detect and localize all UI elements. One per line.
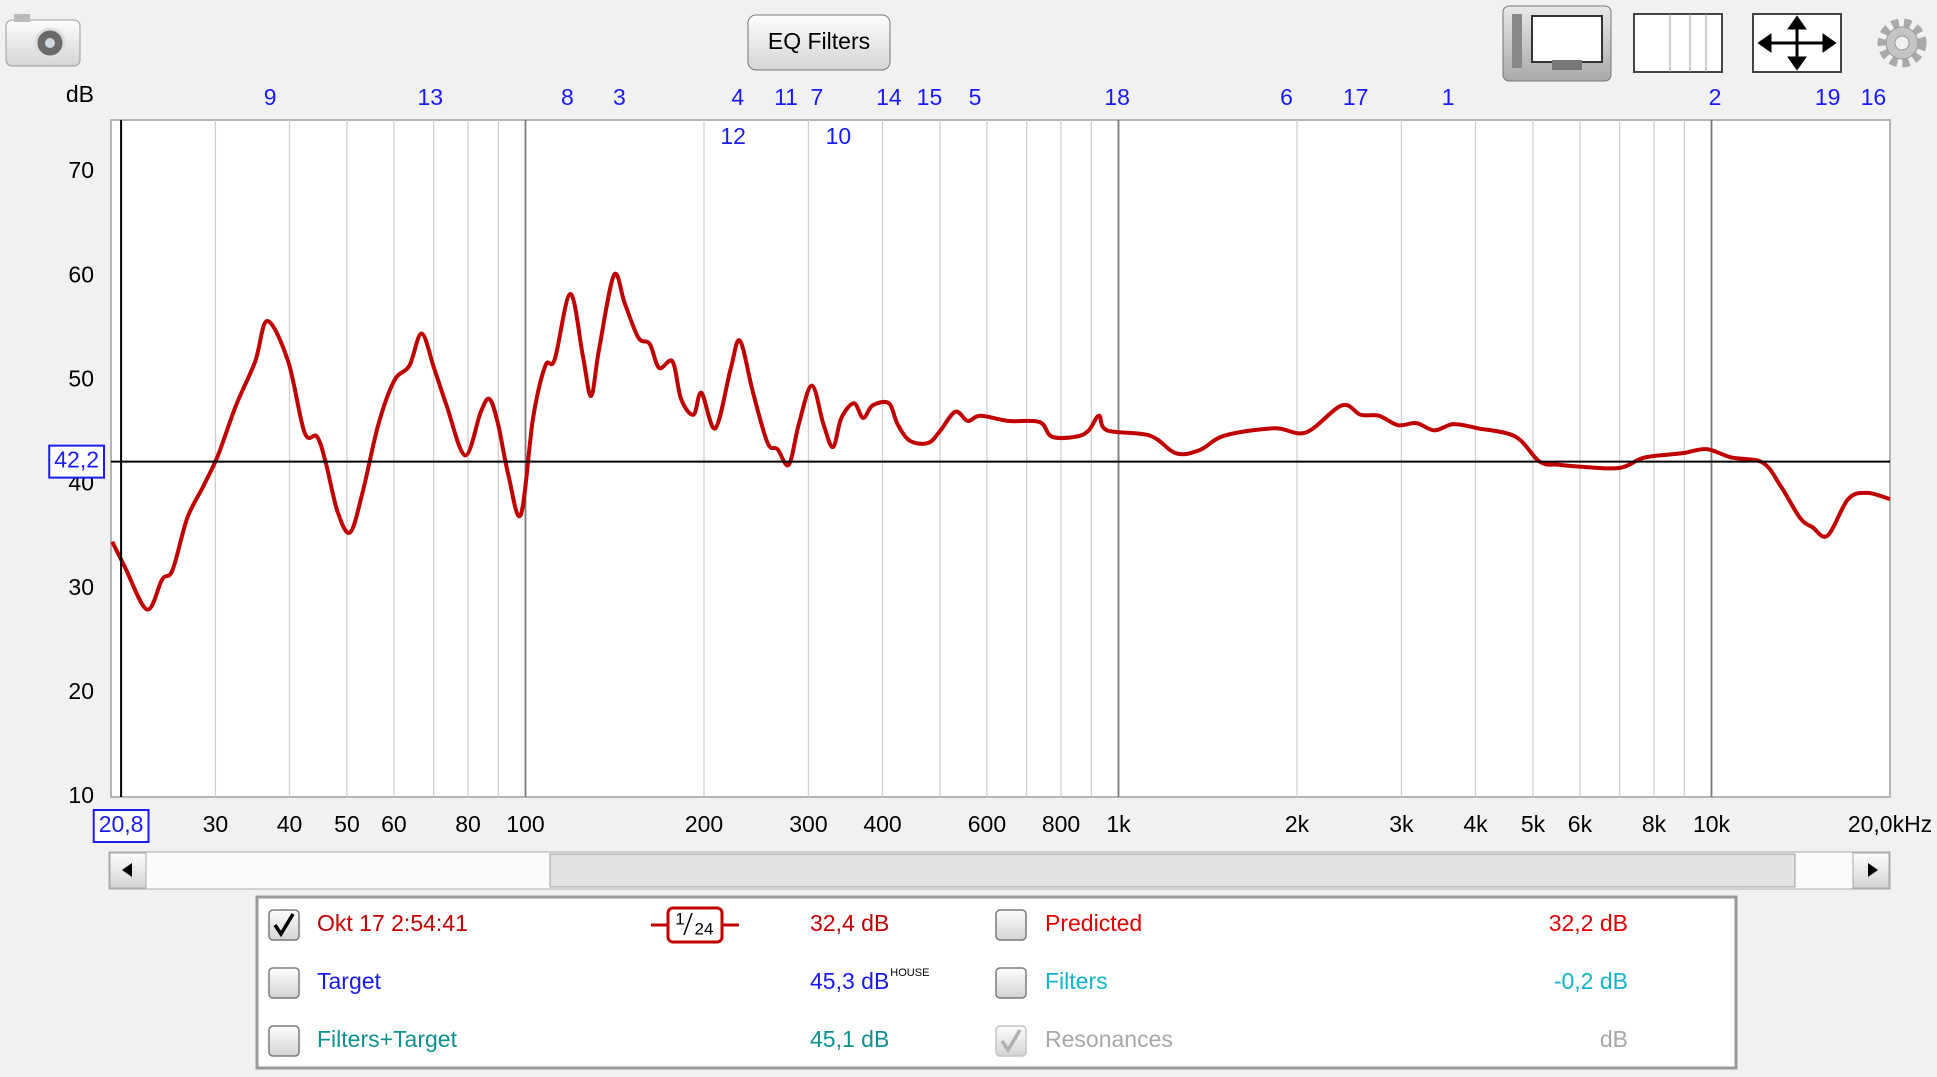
smoothing-selector[interactable]: 1 24	[651, 906, 739, 944]
legend-label: Okt 17 2:54:41	[317, 910, 468, 936]
checkbox-box	[268, 967, 300, 999]
legend-value: -0,2 dB	[1554, 968, 1628, 994]
filter-marker: 11	[774, 84, 798, 110]
plot: 30 40 50 60 80 100 200 300 400 600 800 1k 2k 3k 4k 5k 6k…	[48, 81, 1932, 843]
y-tick-label: 10	[68, 782, 94, 808]
x-tick-label: 2k	[1285, 811, 1310, 837]
y-axis-unit: dB	[66, 81, 94, 107]
legend-value: 45,3 dB	[810, 968, 889, 994]
smoothing-slash	[683, 912, 693, 936]
cursor-box	[48, 444, 105, 479]
checkbox-box	[995, 967, 1027, 999]
y-tick-label: 20	[68, 678, 94, 704]
filter-marker: 3	[613, 84, 626, 110]
filter-marker: 7	[810, 84, 823, 110]
settings-button[interactable]	[1877, 18, 1927, 68]
camera-button[interactable]	[5, 14, 81, 67]
filter-marker: 10	[826, 123, 852, 149]
filter-marker: 6	[1280, 84, 1293, 110]
x-tick-label: 200	[685, 811, 723, 837]
smoothing-box	[666, 906, 724, 944]
x-tick-label: 20,0kHz	[1848, 811, 1932, 837]
legend-value: 32,2 dB	[1549, 910, 1628, 936]
filter-marker: 18	[1104, 84, 1130, 110]
eq-filters-button[interactable]: EQ Filters	[747, 14, 891, 71]
filter-marker: 15	[917, 84, 943, 110]
checkbox-box	[268, 909, 300, 941]
plot-area	[110, 119, 1891, 798]
legend-value: 32,4 dB	[810, 910, 889, 936]
scroll-right[interactable]	[1852, 852, 1890, 889]
x-tick-label: 10k	[1693, 811, 1731, 837]
legend-label: Target	[317, 968, 382, 994]
checkbox[interactable]	[268, 1025, 300, 1057]
zoom-fit-button[interactable]	[1752, 13, 1842, 73]
check-mark	[273, 913, 295, 938]
x-tick-label: 80	[455, 811, 481, 837]
filter-marker: 8	[561, 84, 574, 110]
checkbox-box	[995, 909, 1027, 941]
x-tick-label: 4k	[1463, 811, 1488, 837]
x-tick-label: 1k	[1106, 811, 1131, 837]
filter-marker: 9	[264, 84, 277, 110]
checkbox-box	[268, 1025, 300, 1057]
view-button-columns[interactable]	[1633, 13, 1723, 73]
legend-label: Filters	[1045, 968, 1108, 994]
x-tick-label: 8k	[1642, 811, 1667, 837]
x-tick-label: 60	[381, 811, 407, 837]
y-tick-label: 30	[68, 574, 94, 600]
filter-marker: 13	[418, 84, 444, 110]
legend-value: 45,1 dB	[810, 1026, 889, 1052]
legend-label: Filters+Target	[317, 1026, 458, 1052]
scroll-thumb[interactable]	[549, 853, 1796, 888]
y-tick-label: 60	[68, 261, 94, 287]
filter-marker: 1	[1442, 84, 1455, 110]
check-mark	[1000, 1029, 1022, 1054]
x-tick-label: 6k	[1568, 811, 1593, 837]
x-tick-label: 50	[334, 811, 360, 837]
legend-label: Resonances	[1045, 1026, 1173, 1052]
checkbox[interactable]	[268, 967, 300, 999]
cursor-label: 20,8	[99, 811, 144, 837]
x-tick-label: 5k	[1521, 811, 1546, 837]
smoothing-den: 24	[695, 919, 714, 938]
filter-marker: 19	[1815, 84, 1841, 110]
filter-marker: 16	[1861, 84, 1887, 110]
checkbox[interactable]	[995, 967, 1027, 999]
x-tick-label: 300	[789, 811, 827, 837]
view-button-selected[interactable]	[1502, 5, 1612, 82]
legend-superscript: HOUSE	[890, 967, 929, 979]
button-label: EQ Filters	[768, 28, 870, 54]
scroll-left[interactable]	[109, 852, 147, 889]
response-curve	[110, 271, 1891, 612]
checkbox[interactable]	[268, 909, 300, 941]
filter-marker: 12	[720, 123, 746, 149]
filter-marker: 5	[969, 84, 982, 110]
checkbox[interactable]	[995, 1025, 1027, 1057]
checkbox-box	[995, 1025, 1027, 1057]
filter-marker: 4	[731, 84, 744, 110]
x-tick-label: 100	[506, 811, 544, 837]
x-tick-label: 40	[277, 811, 303, 837]
x-tick-label: 3k	[1389, 811, 1414, 837]
filter-marker: 2	[1709, 84, 1722, 110]
y-tick-label: 50	[68, 365, 94, 391]
cursor-label: 42,2	[54, 447, 99, 473]
x-tick-label: 600	[968, 811, 1006, 837]
filter-marker: 17	[1343, 84, 1369, 110]
legend-label: Predicted	[1045, 910, 1142, 936]
checkbox[interactable]	[995, 909, 1027, 941]
cursor-box	[92, 809, 150, 843]
legend-value: dB	[1600, 1026, 1628, 1052]
x-tick-label: 800	[1042, 811, 1080, 837]
smoothing-num: 1	[675, 909, 684, 928]
y-tick-label: 70	[68, 157, 94, 183]
legend: Okt 17 2:54:41 32,4 dB 1 24 Predicted 32,2 dB…	[268, 906, 1628, 1057]
filter-marker: 14	[876, 84, 902, 110]
x-tick-label: 30	[203, 811, 229, 837]
x-tick-label: 400	[863, 811, 901, 837]
scrollbar[interactable]	[108, 851, 1891, 890]
